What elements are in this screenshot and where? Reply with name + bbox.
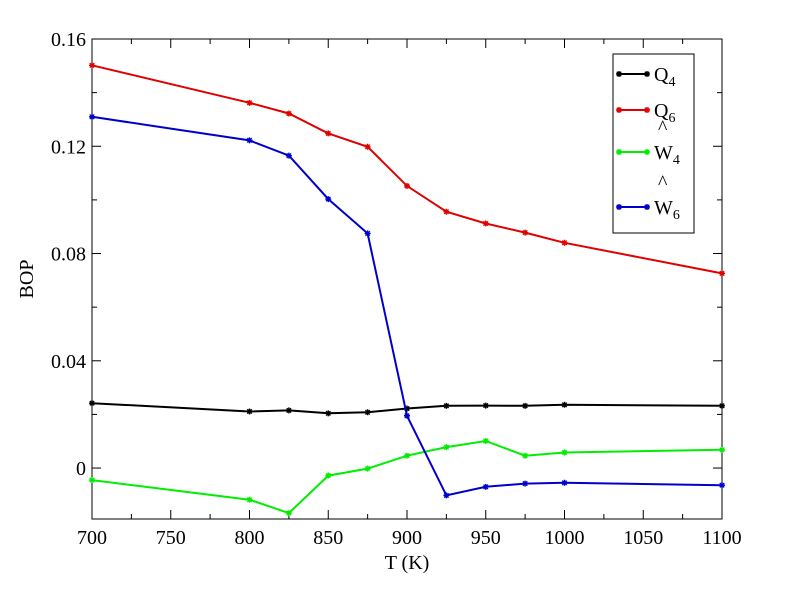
data-point (285, 407, 292, 414)
data-point (246, 137, 253, 144)
legend-marker (616, 204, 622, 210)
legend-label: Q6 (654, 100, 675, 126)
y-tick-label: 0 (76, 458, 86, 480)
legend-hat: ^ (658, 172, 668, 194)
x-tick-label: 750 (156, 527, 186, 549)
data-point (364, 230, 371, 237)
x-tick-label: 950 (471, 527, 501, 549)
data-point (89, 62, 95, 69)
legend-box (612, 53, 695, 234)
data-point (325, 196, 332, 203)
data-point (246, 99, 253, 106)
x-tick-label: 850 (313, 527, 343, 549)
data-point (561, 449, 568, 456)
data-point (285, 510, 292, 517)
x-tick-label: 1100 (702, 527, 741, 549)
x-axis-label: T (K) (385, 552, 430, 574)
data-point (325, 130, 332, 137)
y-tick-label: 0.12 (51, 136, 86, 158)
legend-label: W4 (654, 142, 680, 168)
data-point (482, 402, 489, 409)
data-point (482, 483, 489, 490)
data-point (719, 402, 725, 409)
data-point (443, 444, 450, 451)
data-point (522, 402, 529, 409)
data-point (443, 492, 450, 499)
data-point (89, 477, 95, 484)
data-point (404, 452, 410, 459)
y-tick-label: 0.16 (51, 29, 86, 51)
data-point (522, 229, 529, 236)
data-point (89, 113, 95, 120)
legend-entry-w6: ^ W6 (616, 172, 680, 223)
legend-marker (644, 71, 650, 77)
data-point (719, 482, 725, 489)
data-point (443, 208, 450, 215)
data-point (561, 239, 568, 246)
legend-entry-w4: ^ W4 (616, 117, 680, 168)
y-tick-label: 0.08 (51, 244, 86, 266)
x-tick-label: 1050 (623, 527, 663, 549)
series-q4 (89, 400, 725, 417)
series-line-w4 (91, 439, 723, 515)
data-point (719, 270, 725, 277)
x-tick-label: 700 (77, 527, 107, 549)
series-w4 (89, 437, 725, 517)
legend-label: W6 (654, 197, 680, 223)
data-point (561, 479, 568, 486)
legend-marker (644, 149, 650, 155)
data-point (285, 152, 292, 159)
x-tick-label: 1000 (545, 527, 585, 549)
data-point (246, 408, 253, 415)
x-tick-label: 800 (235, 527, 265, 549)
data-point (285, 110, 292, 117)
data-point (364, 143, 371, 150)
series-layer (89, 62, 725, 517)
legend-marker (616, 149, 622, 155)
legend-label: Q4 (654, 64, 675, 90)
data-point (443, 402, 450, 409)
legend-marker (644, 107, 650, 113)
series-q6 (89, 62, 725, 277)
data-point (404, 412, 410, 419)
data-point (246, 496, 253, 503)
x-tick-label: 900 (392, 527, 422, 549)
legend-hat: ^ (658, 117, 668, 139)
legend-entry-q6: Q6 (616, 100, 675, 126)
y-tick-label: 0.04 (51, 351, 86, 373)
data-point (561, 401, 568, 408)
data-point (325, 410, 332, 417)
data-point (482, 220, 489, 227)
legend-marker (616, 107, 622, 113)
legend-marker (616, 71, 622, 77)
data-point (89, 400, 95, 407)
data-point (522, 480, 529, 487)
x-axis: 700 750 800 850 900 950 1000 1050 1100 (77, 39, 742, 549)
series-w6 (89, 113, 725, 499)
data-point (522, 452, 529, 459)
legend-entry-q4: Q4 (616, 64, 675, 90)
data-point (404, 182, 410, 189)
y-axis: 0 0.04 0.08 0.12 0.16 (51, 29, 722, 480)
y-axis-label: BOP (16, 260, 38, 299)
legend-marker (644, 204, 650, 210)
data-point (404, 405, 410, 412)
data-point (364, 465, 371, 472)
data-point (719, 446, 725, 453)
data-point (325, 472, 332, 479)
data-point (482, 437, 489, 444)
data-point (364, 409, 371, 416)
